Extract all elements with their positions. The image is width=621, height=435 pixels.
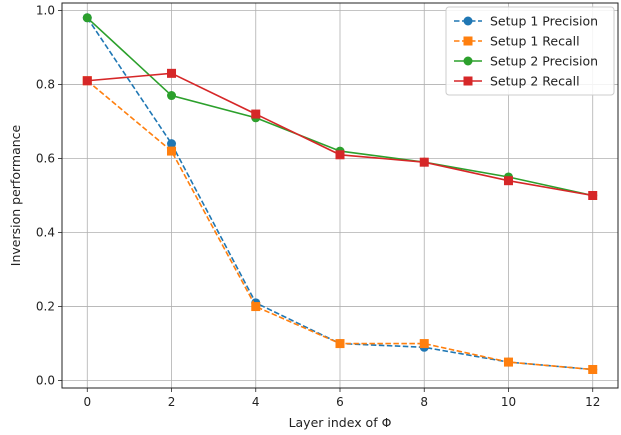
data-point [167, 139, 177, 149]
data-point [335, 339, 345, 349]
data-point [335, 150, 345, 160]
x-axis-label: Layer index of Φ [289, 415, 392, 430]
legend-label: Setup 2 Precision [490, 54, 598, 69]
y-tick-label: 0.6 [36, 151, 55, 165]
y-tick-label: 0.4 [36, 226, 55, 240]
x-tick-label: 10 [501, 395, 516, 409]
axis-ticks: 0 2 4 6 8 10 12 0.0 0.2 0.4 0.6 0.8 1.0 [36, 3, 600, 409]
data-point [167, 68, 177, 78]
y-axis-label: Inversion performance [8, 124, 23, 266]
x-tick-label: 2 [168, 395, 176, 409]
data-point [251, 109, 261, 119]
data-point [419, 339, 429, 349]
x-tick-label: 12 [585, 395, 600, 409]
legend-entry: Setup 1 Recall [454, 34, 580, 49]
legend: Setup 1 Precision Setup 1 Recall Setup 2 P… [445, 6, 615, 96]
x-tick-label: 4 [252, 395, 260, 409]
legend-entry: Setup 1 Precision [454, 14, 598, 29]
data-point [588, 191, 598, 200]
legend-marker [463, 36, 473, 46]
legend-label: Setup 1 Precision [490, 14, 598, 29]
y-tick-label: 0.2 [36, 300, 55, 314]
data-point [167, 91, 177, 101]
data-point [167, 146, 177, 156]
data-point [503, 357, 513, 367]
legend-label: Setup 2 Recall [490, 74, 580, 89]
legend-entry: Setup 2 Precision [454, 54, 598, 69]
data-point [82, 76, 92, 86]
legend-box [445, 6, 615, 96]
data-point [419, 157, 429, 167]
x-tick-label: 6 [336, 395, 344, 409]
x-tick-label: 0 [83, 395, 91, 409]
y-tick-label: 0.8 [36, 77, 55, 91]
plot-series [82, 13, 598, 374]
legend-marker [463, 76, 473, 86]
y-tick-label: 1.0 [36, 3, 55, 17]
x-tick-label: 8 [420, 395, 428, 409]
y-tick-label: 0.0 [36, 374, 55, 388]
legend-entry: Setup 2 Recall [454, 74, 580, 89]
data-point [251, 302, 261, 312]
legend-label: Setup 1 Recall [490, 34, 580, 49]
legend-marker [463, 16, 473, 26]
series-4 [82, 68, 598, 200]
data-point [503, 176, 513, 186]
data-point [82, 13, 92, 23]
legend-marker [463, 56, 473, 66]
data-point [588, 364, 598, 374]
